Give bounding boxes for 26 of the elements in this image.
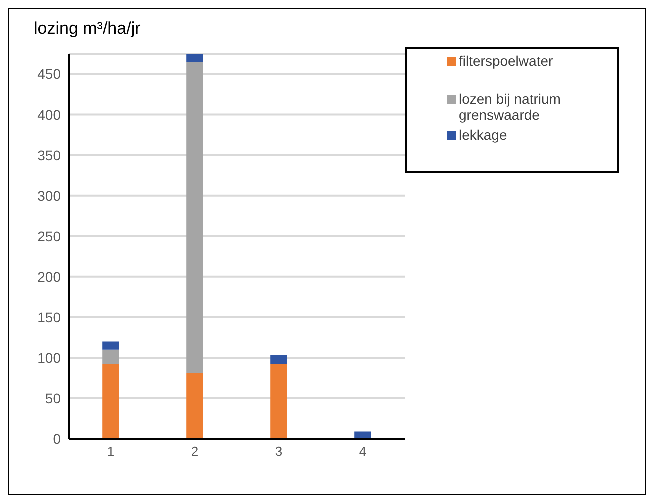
x-tick-label: 2 — [191, 444, 199, 460]
y-tick-label: 250 — [38, 228, 62, 244]
legend-label: filterspoelwater — [459, 53, 554, 69]
y-tick-label: 200 — [38, 268, 62, 285]
bar — [354, 432, 372, 439]
bar — [186, 62, 204, 374]
bar — [102, 364, 120, 439]
y-tick-label: 150 — [38, 309, 62, 326]
y-tick-label: 0 — [53, 430, 62, 447]
y-tick-label: 50 — [45, 390, 62, 406]
bar — [186, 373, 204, 439]
x-tick-label: 3 — [275, 444, 283, 460]
y-tick-label: 300 — [38, 188, 62, 204]
bar — [270, 356, 288, 364]
y-tick-label: 400 — [38, 106, 62, 123]
x-tick-label: 4 — [359, 444, 367, 460]
bar — [102, 350, 120, 364]
bar — [186, 54, 204, 62]
y-tick-label: 100 — [38, 350, 62, 366]
x-tick-label: 1 — [107, 444, 115, 460]
legend-label: lekkage — [459, 127, 508, 143]
bar — [102, 342, 120, 350]
y-axis-title: lozing m³/ha/jr — [34, 19, 141, 39]
bar — [270, 364, 288, 439]
y-tick-label: 450 — [38, 66, 62, 82]
y-tick-label: 350 — [38, 147, 62, 164]
